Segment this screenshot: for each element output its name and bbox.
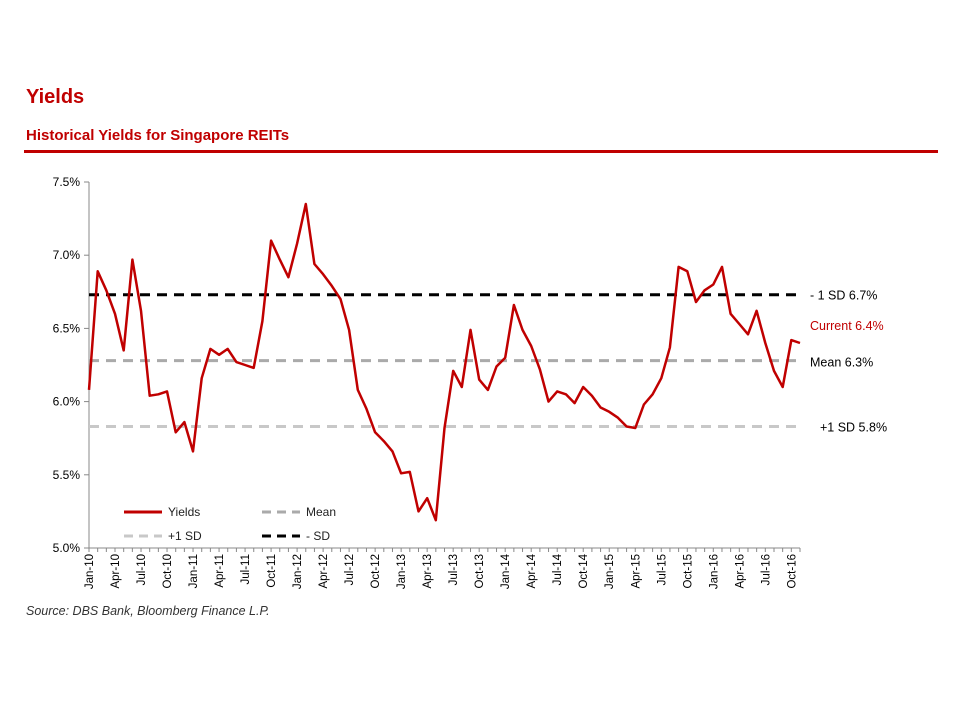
x-tick-label: Apr-13 xyxy=(422,554,434,589)
legend-yields-label: Yields xyxy=(168,505,200,519)
reference-lines xyxy=(89,293,800,428)
x-tick-label: Apr-10 xyxy=(110,554,122,589)
x-tick-label: Apr-16 xyxy=(734,554,746,589)
chart-title: Historical Yields for Singapore REITs xyxy=(26,127,290,144)
x-tick-label: Oct-13 xyxy=(474,554,486,589)
x-tick-label: Apr-12 xyxy=(318,554,330,589)
x-tick-label: Jan-11 xyxy=(188,554,200,588)
title-rule xyxy=(24,150,938,153)
y-tick-label: 7.5% xyxy=(53,175,81,189)
x-tick-label: Apr-11 xyxy=(214,554,226,588)
x-tick-label: Jan-10 xyxy=(84,554,96,589)
y-tick-label: 6.5% xyxy=(53,321,81,335)
x-tick-label: Oct-11 xyxy=(266,554,278,588)
legend-mean-label: Mean xyxy=(306,505,336,519)
y-tick-label: 5.0% xyxy=(53,541,81,555)
source-note: Source: DBS Bank, Bloomberg Finance L.P. xyxy=(26,604,270,618)
x-tick-label: Jan-13 xyxy=(396,554,408,589)
x-axis: Jan-10 Apr-10 Jul-10 Oct-10 Jan-11 Apr-11 Jul-… xyxy=(84,547,801,589)
x-tick-label: Jul-14 xyxy=(552,553,564,585)
page-heading: Yields xyxy=(26,86,85,108)
x-tick-label: Jul-15 xyxy=(656,554,668,585)
annotations: - 1 SD 6.7% Current 6.4% Mean 6.3% +1 SD 5.… xyxy=(810,289,887,435)
yield-chart: 5.0% 5.5% 6.0% 6.5% 7.0% 7.5% Jan-10 Apr-10 Jul… xyxy=(53,175,887,589)
x-tick-label: Jul-11 xyxy=(240,554,252,584)
x-tick-label: Jan-14 xyxy=(500,553,512,589)
x-tick-label: Jan-12 xyxy=(292,554,304,589)
x-tick-label: Oct-15 xyxy=(682,554,694,589)
x-tick-label: Jan-16 xyxy=(708,554,720,589)
x-tick-label: Jul-16 xyxy=(760,554,772,585)
minus-sd-annotation: - 1 SD 6.7% xyxy=(810,289,877,303)
legend-plus-sd-label: +1 SD xyxy=(168,529,202,543)
x-tick-label: Jul-12 xyxy=(344,554,356,585)
legend-minus-sd-label: - SD xyxy=(306,529,330,543)
x-tick-label: Oct-12 xyxy=(370,554,382,589)
plus-sd-annotation: +1 SD 5.8% xyxy=(820,420,887,434)
yields-line xyxy=(87,202,801,522)
y-tick-label: 7.0% xyxy=(53,248,81,262)
y-tick-label: 5.5% xyxy=(53,468,81,482)
x-tick-label: Jul-13 xyxy=(448,554,460,585)
x-tick-label: Oct-16 xyxy=(786,554,798,589)
x-tick-label: Jan-15 xyxy=(604,554,616,589)
y-axis: 5.0% 5.5% 6.0% 6.5% 7.0% 7.5% xyxy=(53,175,90,555)
mean-annotation: Mean 6.3% xyxy=(810,356,873,370)
x-tick-label: Apr-14 xyxy=(526,553,538,588)
x-tick-label: Oct-14 xyxy=(578,553,590,588)
x-tick-label: Jul-10 xyxy=(136,554,148,585)
y-tick-label: 6.0% xyxy=(53,395,81,409)
current-annotation: Current 6.4% xyxy=(810,319,884,333)
x-tick-label: Oct-10 xyxy=(162,554,174,589)
legend: Yields Mean +1 SD - SD xyxy=(124,505,336,543)
x-tick-label: Apr-15 xyxy=(630,554,642,589)
yields-series xyxy=(87,202,801,522)
